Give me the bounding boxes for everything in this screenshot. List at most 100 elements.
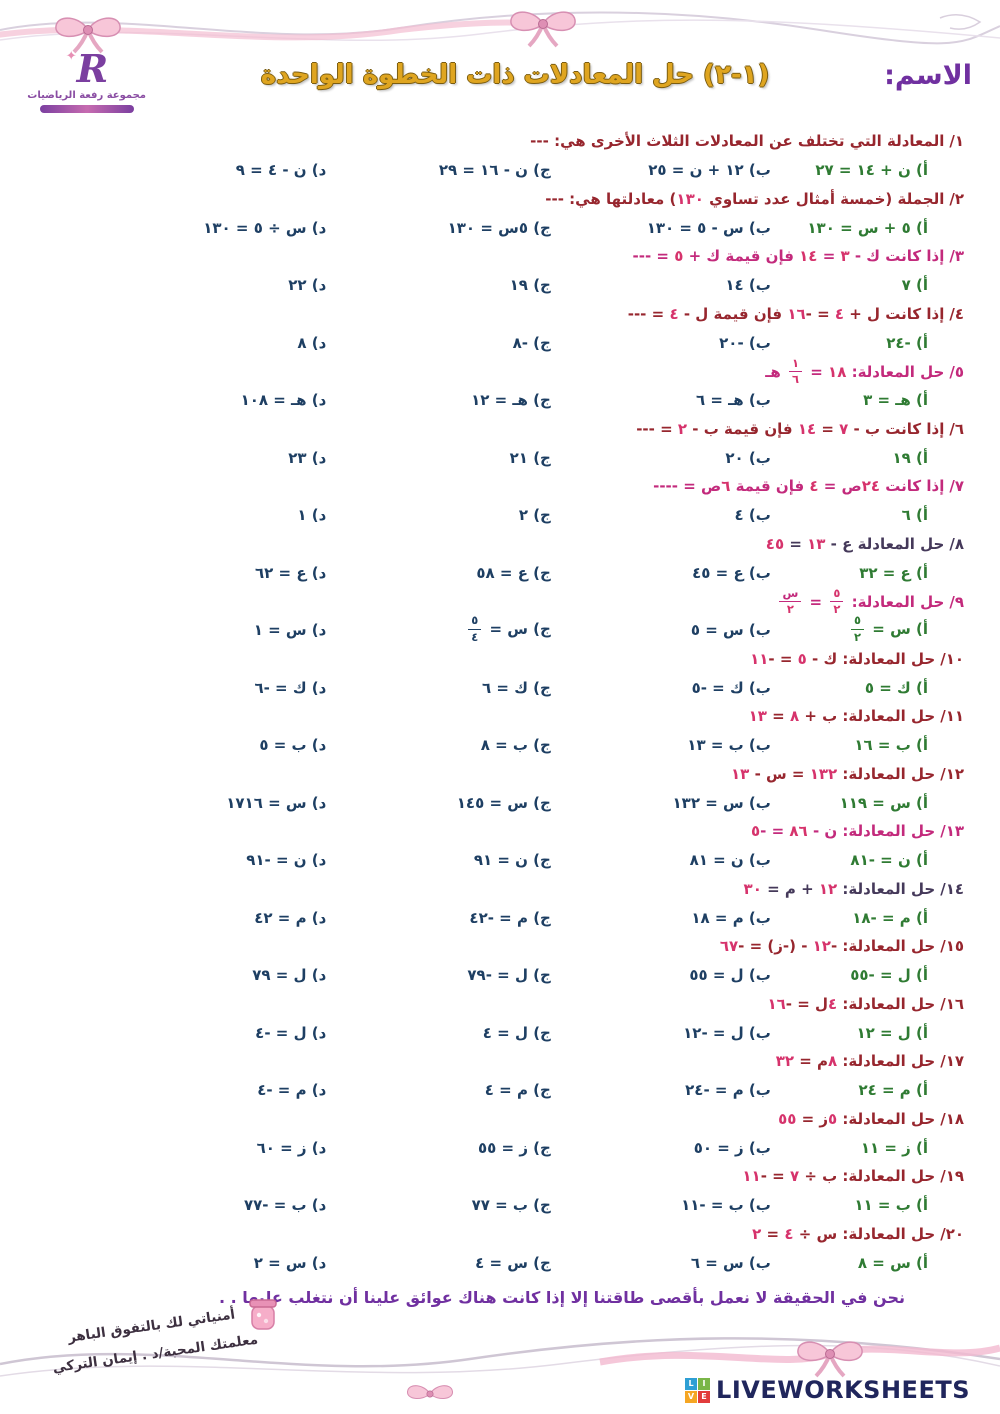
option[interactable]: أ) ب = ١٦	[854, 736, 928, 754]
option[interactable]: د) ز = ٦٠	[256, 1138, 327, 1157]
option[interactable]: أ) م = ٢٤	[858, 1081, 928, 1099]
option[interactable]: د) س = ١٧١٦	[226, 793, 327, 812]
option[interactable]: أ) ٦	[901, 506, 928, 524]
option[interactable]: د) ٢٢	[288, 276, 327, 294]
option[interactable]: ج) ٢١	[509, 448, 551, 467]
option[interactable]: ب) م = ١٨	[691, 908, 771, 927]
option[interactable]: ب) -٢٠	[719, 333, 771, 352]
option[interactable]: د) ن - ٤ = ٩	[235, 161, 327, 179]
brand-tile: E	[698, 1390, 711, 1403]
option[interactable]: ب) ل = -١٢	[683, 1023, 771, 1042]
option[interactable]: ب) ١٤	[725, 276, 771, 294]
option[interactable]: أ) ك = ٥	[864, 678, 928, 697]
option[interactable]: ب) ز = ٥٠	[693, 1138, 771, 1157]
option[interactable]: ج) ل = ٤	[482, 1023, 551, 1042]
option[interactable]: د) ٢٣	[288, 448, 327, 467]
option[interactable]: أ) ن = -٨١	[850, 851, 928, 869]
question-options: أ) ل = ١٢ ب) ل = -١٢ ج) ل = ٤ د) ل = -٤	[30, 1018, 970, 1048]
option[interactable]: أ) س = ١١٩	[839, 793, 928, 812]
option[interactable]: أ) -٢٤	[886, 333, 928, 352]
option[interactable]: ب) ب = -١١	[681, 1196, 771, 1214]
option[interactable]: د) هـ = ١٠٨	[240, 391, 327, 409]
option[interactable]: د) م = -٤	[257, 1081, 327, 1099]
option[interactable]: ج) ٢	[518, 506, 551, 524]
option[interactable]: ب) ن = ٨١	[689, 851, 771, 869]
option[interactable]: د) س ÷ ٥ = ١٣٠	[203, 218, 327, 237]
option[interactable]: ج) ك = ٦	[482, 678, 551, 697]
option[interactable]: د) ٨	[297, 333, 327, 352]
question-options: أ) ٦ ب) ٤ ج) ٢ د) ١	[30, 500, 970, 530]
option[interactable]: ج) م = -٤٢	[469, 908, 551, 927]
option[interactable]: ب) ب = ١٣	[687, 736, 771, 754]
option[interactable]: ج) ٥س = ١٣٠	[447, 218, 551, 237]
logo-mark: R✦	[28, 50, 146, 88]
question-options: أ) ن = -٨١ ب) ن = ٨١ ج) ن = ٩١ د) ن = -٩…	[30, 845, 970, 875]
option[interactable]: د) ب = -٧٧	[243, 1196, 327, 1214]
question-text: ٣/إذا كانت ك - ٣ = ١٤ فإن قيمة ك + ٥ = -…	[632, 247, 964, 265]
option[interactable]: ب) س = ٦	[690, 1253, 771, 1272]
option[interactable]: ب) ك = -٥	[691, 678, 771, 697]
option[interactable]: ج) م = ٤	[484, 1081, 551, 1099]
option[interactable]: ب) م = -٢٤	[685, 1081, 771, 1099]
question-text: ٨/حل المعادلة ع - ١٣ = ٤٥	[765, 534, 964, 553]
option[interactable]: أ) ز = ١١	[860, 1138, 928, 1157]
option[interactable]: د) س = ٢	[253, 1253, 327, 1272]
option[interactable]: ب) س = ١٣٢	[672, 793, 771, 812]
option[interactable]: د) ل = ٧٩	[252, 966, 327, 984]
option[interactable]: ج) س = ٤	[475, 1253, 551, 1272]
option[interactable]: ج) ز = ٥٥	[478, 1138, 551, 1157]
option[interactable]: أ) ل = -٥٥	[850, 966, 928, 984]
option[interactable]: ب) ٤	[734, 506, 771, 524]
option[interactable]: ب) ٢٠	[725, 448, 771, 467]
brand-tile: L	[685, 1377, 698, 1390]
option[interactable]: د) ل = -٤	[255, 1023, 327, 1042]
option[interactable]: د) س = ١	[253, 621, 327, 639]
question-options: أ) ٥ + س = ١٣٠ ب) س - ٥ = ١٣٠ ج) ٥س = ١٣…	[30, 213, 970, 243]
option[interactable]: د) ع = ٦٢	[255, 563, 327, 582]
option[interactable]: ج) ن = ٩١	[473, 851, 551, 869]
brand-tile: V	[685, 1390, 698, 1403]
option[interactable]: د) ك = -٦	[254, 678, 327, 697]
option[interactable]: ب) هـ = ٦	[696, 391, 771, 409]
question-block: ٨/حل المعادلة ع - ١٣ = ٤٥ أ) ع = ٣٢ ب) ع…	[30, 531, 970, 589]
question-block: ٧/إذا كانت ٢٤ص = ٤ فإن قيمة ٦ص = ---- أ)…	[30, 473, 970, 531]
option[interactable]: ج) ب = ٧٧	[471, 1196, 551, 1214]
option[interactable]: أ) ل = ١٢	[856, 1023, 928, 1042]
option[interactable]: ب) س - ٥ = ١٣٠	[646, 218, 771, 237]
option[interactable]: د) ن = -٩١	[246, 851, 327, 869]
option[interactable]: ج) هـ = ١٢	[471, 391, 551, 409]
option[interactable]: ب) س = ٥	[690, 621, 771, 639]
option[interactable]: أ) ع = ٣٢	[859, 563, 928, 582]
option[interactable]: أ) ٧	[901, 276, 928, 294]
option[interactable]: أ) م = -١٨	[852, 908, 928, 927]
option[interactable]: أ) ن + ١٤ = ٢٧	[815, 161, 928, 179]
option[interactable]: ج) ل = -٧٩	[467, 966, 551, 984]
question-options: أ) ب = ١٦ ب) ب = ١٣ ج) ب = ٨ د) ب = ٥	[30, 730, 970, 760]
option[interactable]: أ) س = ٨	[857, 1253, 928, 1272]
option[interactable]: د) ١	[297, 506, 327, 524]
question-block: ١٣/حل المعادلة: ن - ٨٦ = -٥ أ) ن = -٨١ ب…	[30, 818, 970, 876]
option[interactable]: ج) -٨	[512, 333, 551, 352]
question-text: ١٧/حل المعادلة: ٨م = ٣٢	[775, 1052, 964, 1070]
option[interactable]: ب) ١٢ + ن = ٢٥	[648, 161, 771, 179]
question-options: أ) ل = -٥٥ ب) ل = ٥٥ ج) ل = -٧٩ د) ل = ٧…	[30, 960, 970, 990]
option[interactable]: ب) ل = ٥٥	[689, 966, 771, 984]
option[interactable]: أ) ١٩	[892, 448, 928, 467]
option[interactable]: أ) هـ = ٣	[863, 391, 928, 409]
option[interactable]: ج) ن - ١٦ = ٢٩	[438, 161, 551, 179]
logo-org-name: مجموعة رفعة الرياضيات	[27, 90, 146, 101]
option[interactable]: د) م = ٤٢	[254, 908, 327, 927]
option[interactable]: ج) ب = ٨	[480, 736, 551, 754]
option[interactable]: ب) ع = ٤٥	[692, 563, 771, 582]
option[interactable]: ج) ع = ٥٨	[476, 563, 551, 582]
option[interactable]: ج) س = ١٤٥	[456, 793, 551, 812]
option[interactable]: د) ب = ٥	[259, 736, 327, 754]
option[interactable]: ج) ١٩	[509, 276, 551, 294]
option[interactable]: أ) ٥ + س = ١٣٠	[807, 218, 928, 237]
option[interactable]: أ) ب = ١١	[854, 1196, 928, 1214]
